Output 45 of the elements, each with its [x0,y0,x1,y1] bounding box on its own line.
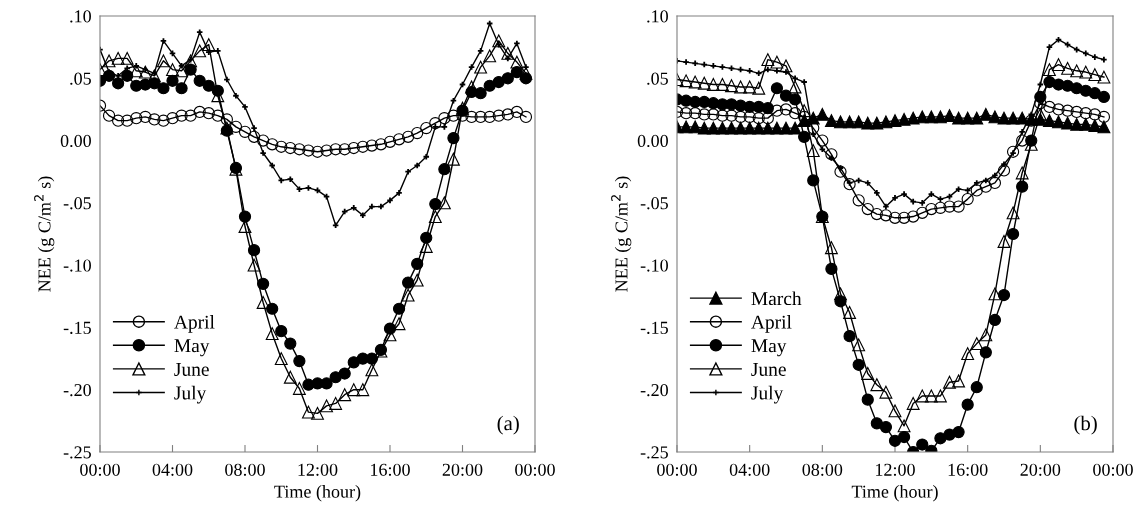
annotation: (a) [497,415,519,435]
legend-label: April [174,315,215,333]
y-tick-label: -.10 [63,259,91,272]
y-tick-label: -.20 [640,383,668,397]
y-tick-label: -.15 [63,321,91,334]
y-tick-label: -.25 [640,446,668,459]
y-tick-label: -.15 [640,321,668,334]
y-tick-label: -.10 [640,259,668,272]
x-tick-label: 16:00 [371,463,410,476]
y-tick-label: -.25 [63,446,91,459]
x-tick-label: 00:00 [657,463,697,476]
x-tick-label: 08:00 [802,463,843,476]
y-tick-label: .05 [70,72,91,85]
x-tick-label: 04:00 [729,463,770,476]
x-tick-label: 16:00 [948,463,988,476]
legend-label: July [174,385,207,404]
legend-label: May [751,339,787,357]
legend-label: June [174,362,209,376]
x-tick-label: 12:00 [876,463,915,476]
y-axis-title: NEE (g C/m$^{2}$ s) [34,176,55,292]
legend-label: May [174,339,210,357]
annotation: (b) [1074,415,1097,435]
legend-label: July [751,385,784,404]
x-tick-label: 00:00 [80,463,120,476]
x-tick-label: 12:00 [298,463,338,476]
x-tick-label: 00:00 [515,463,555,476]
y-tick-label: 0.00 [60,134,91,148]
y-tick-label: -.05 [640,197,668,210]
y-tick-label: 0.00 [637,134,668,148]
x-tick-label: 04:00 [152,463,193,476]
y-tick-label: .10 [70,10,91,23]
x-tick-label: 20:00 [1020,463,1061,476]
legend-label: June [751,362,786,376]
x-axis-title: Time (hour) [274,485,361,502]
legend-label: March [751,291,802,306]
y-axis-title: NEE (g C/m$^{2}$ s) [611,176,632,292]
x-tick-label: 08:00 [225,463,265,476]
y-tick-label: .05 [647,72,668,85]
y-tick-label: .10 [647,10,668,23]
legend-label: April [751,315,792,333]
x-axis-title: Time (hour) [851,485,938,502]
y-tick-label: -.20 [63,383,91,397]
x-tick-label: 00:00 [1093,463,1133,476]
y-tick-label: -.05 [63,197,91,210]
x-tick-label: 20:00 [442,463,483,476]
